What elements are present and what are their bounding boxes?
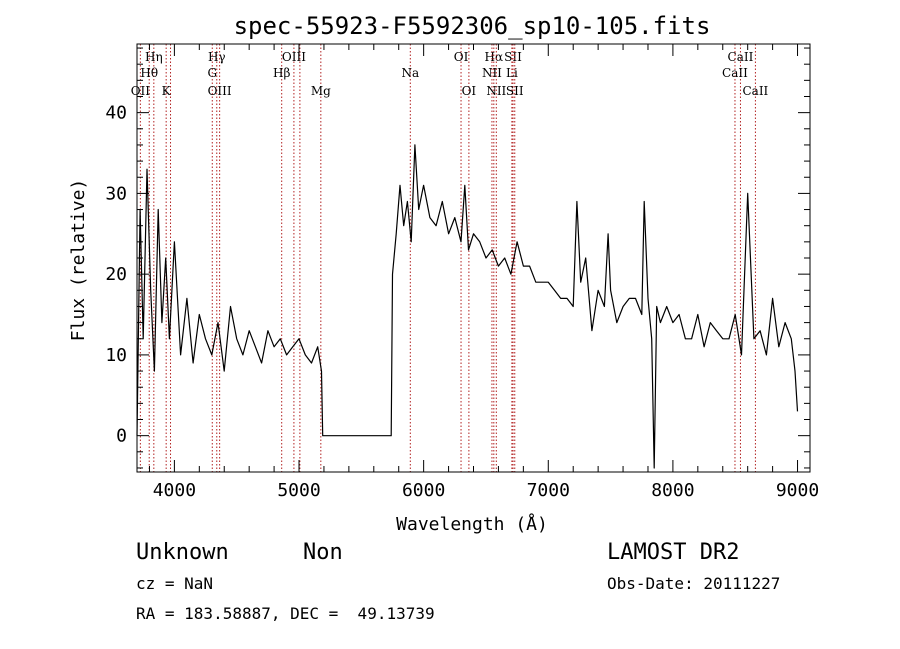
y-tick-label: 0 <box>116 426 127 447</box>
axis-ticks: 4000 5000 6000 7000 8000 9000 0 10 20 30 40 <box>105 44 819 501</box>
redshift-text: cz = NaN <box>136 574 213 593</box>
y-tick-label: 20 <box>105 264 127 285</box>
plot-frame <box>136 43 811 473</box>
spectral-line-label: Hη <box>145 50 163 64</box>
spectral-line-label: Mg <box>311 84 331 98</box>
spectral-line-label: K <box>162 84 172 98</box>
y-tick-label: 30 <box>105 183 127 204</box>
chart-title: spec-55923-F5592306_sp10-105.fits <box>234 12 711 40</box>
spectral-line-label: NII <box>486 84 506 98</box>
x-tick-label: 5000 <box>277 480 320 501</box>
spectral-line-label: Hγ <box>208 50 226 64</box>
spectral-line-label: Hθ <box>140 66 158 80</box>
y-axis-label: Flux (relative) <box>68 179 89 342</box>
spectrum-line <box>136 144 799 469</box>
spectral-line-label: CaII <box>742 84 768 98</box>
x-tick-label: 7000 <box>527 480 570 501</box>
spectral-line-label: CaII <box>722 66 748 80</box>
object-subclass: Non <box>303 540 343 565</box>
spectral-line-label: SII <box>504 50 522 64</box>
x-axis-label: Wavelength (Å) <box>396 513 548 535</box>
y-tick-label: 40 <box>105 103 127 124</box>
coordinates-text: RA = 183.58887, DEC = 49.13739 <box>136 604 435 623</box>
spectral-line-label: G <box>207 66 217 80</box>
x-tick-label: 4000 <box>153 480 196 501</box>
x-tick-label: 9000 <box>776 480 819 501</box>
y-tick-label: 10 <box>105 345 127 366</box>
spectral-line-label: Hα <box>485 50 504 64</box>
spectrum-series <box>136 144 799 469</box>
obs-date: Obs-Date: 20111227 <box>607 574 780 593</box>
x-tick-label: 8000 <box>651 480 694 501</box>
spectral-line-label: OI <box>454 50 469 64</box>
spectral-line-label: OIII <box>282 50 306 64</box>
spectral-line-label: OI <box>462 84 477 98</box>
object-class: Unknown <box>136 540 229 565</box>
spectral-line-label: OIII <box>208 84 232 98</box>
spectral-line-label: SII <box>506 84 524 98</box>
spectral-line-label: CaII <box>728 50 754 64</box>
survey-name: LAMOST DR2 <box>607 540 739 565</box>
spectral-line-label: OII <box>131 84 151 98</box>
spectral-line-label: Li <box>506 66 518 80</box>
x-tick-label: 6000 <box>402 480 445 501</box>
spectral-line-label: Na <box>401 66 419 80</box>
spectral-line-label: NII <box>482 66 502 80</box>
spectral-line-label: Hβ <box>273 66 290 80</box>
